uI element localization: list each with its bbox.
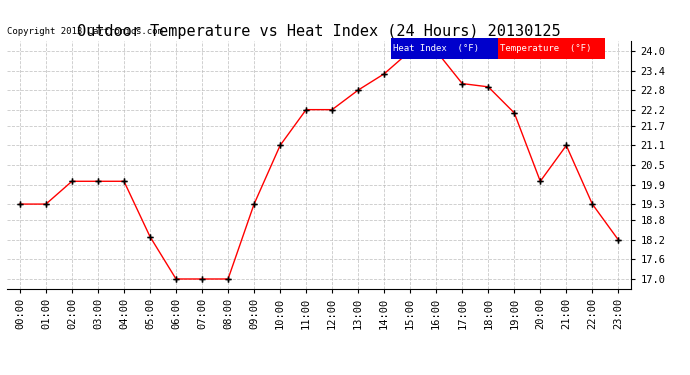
Text: Temperature  (°F): Temperature (°F) <box>500 44 591 53</box>
Text: Copyright 2013 Cartronics.com: Copyright 2013 Cartronics.com <box>7 27 163 36</box>
Text: Heat Index  (°F): Heat Index (°F) <box>393 44 479 53</box>
Title: Outdoor Temperature vs Heat Index (24 Hours) 20130125: Outdoor Temperature vs Heat Index (24 Ho… <box>77 24 561 39</box>
